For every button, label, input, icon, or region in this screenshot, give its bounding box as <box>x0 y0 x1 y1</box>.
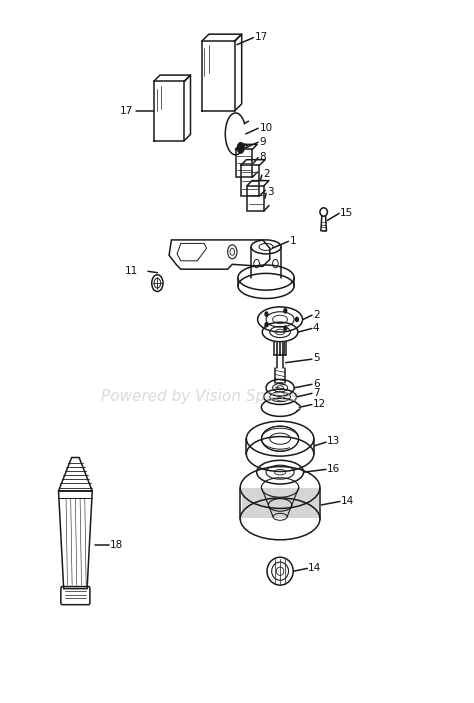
Text: 13: 13 <box>327 437 340 446</box>
Text: 1: 1 <box>290 236 296 245</box>
Text: 2: 2 <box>263 169 270 179</box>
Text: 7: 7 <box>313 387 319 398</box>
Text: 17: 17 <box>255 32 268 42</box>
Text: 17: 17 <box>120 106 133 116</box>
Text: 2: 2 <box>313 309 319 320</box>
Text: 10: 10 <box>259 122 273 133</box>
Text: 8: 8 <box>259 152 266 162</box>
Text: 9: 9 <box>259 136 266 146</box>
Text: 16: 16 <box>327 464 340 474</box>
Text: 11: 11 <box>125 266 138 276</box>
Text: 3: 3 <box>267 188 274 198</box>
Text: 4: 4 <box>313 323 319 333</box>
Text: 12: 12 <box>313 399 326 409</box>
Text: 5: 5 <box>313 354 319 363</box>
Text: Powered by Vision Spares: Powered by Vision Spares <box>101 389 298 404</box>
Circle shape <box>284 309 287 313</box>
Polygon shape <box>177 243 207 261</box>
Circle shape <box>265 323 268 327</box>
Text: 14: 14 <box>341 496 354 505</box>
Polygon shape <box>242 487 319 518</box>
Text: 15: 15 <box>340 207 353 218</box>
Circle shape <box>296 317 298 321</box>
Circle shape <box>284 326 287 330</box>
Text: 14: 14 <box>308 562 321 573</box>
Circle shape <box>237 142 245 153</box>
Text: 18: 18 <box>110 540 123 550</box>
Circle shape <box>265 312 268 316</box>
Text: 6: 6 <box>313 379 319 389</box>
